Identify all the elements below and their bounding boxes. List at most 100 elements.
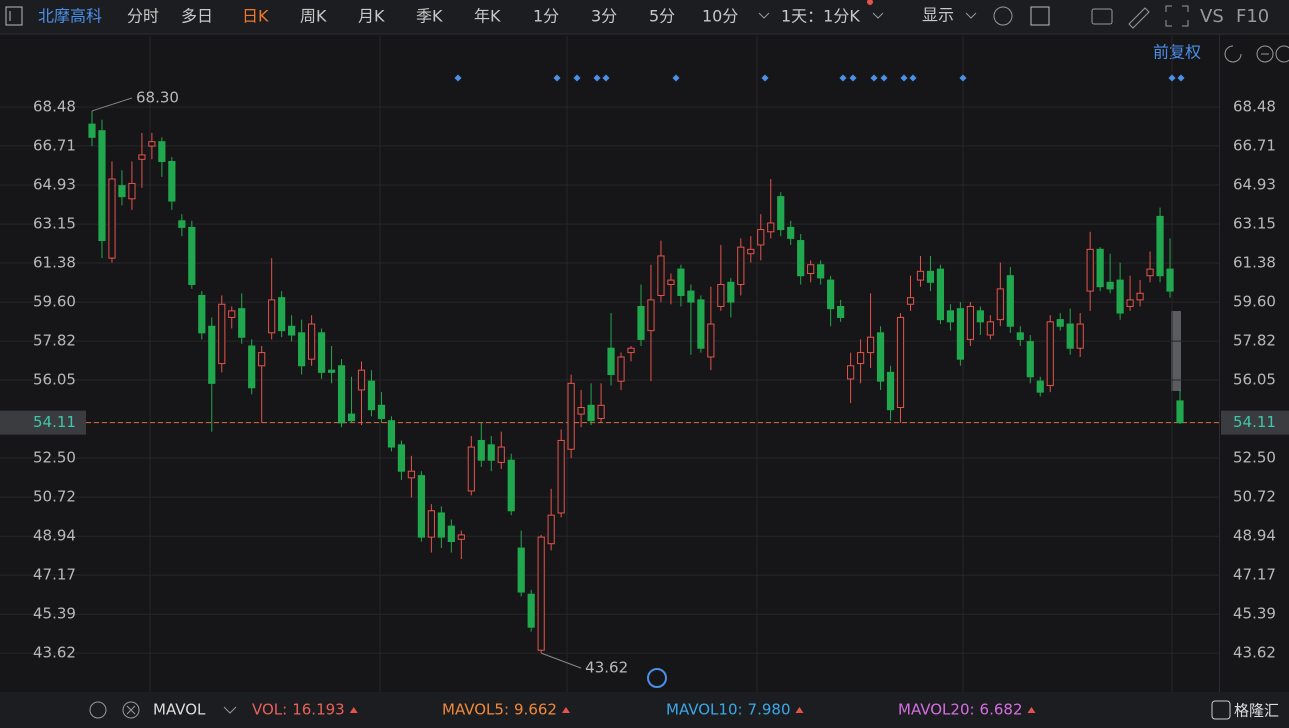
candle-body [677,268,685,296]
y-tick-label-right: 45.39 [1233,605,1276,623]
camera-icon[interactable] [1091,8,1113,25]
event-marker[interactable] [761,74,769,82]
candle-body [517,547,525,593]
chevron [872,12,884,19]
candle-body [1106,281,1114,290]
price-box [1221,410,1289,435]
candle-body [447,525,455,543]
zoom-in[interactable] [1275,45,1289,63]
chevron [758,12,770,19]
search-icon[interactable] [647,668,667,688]
y-tick-label: 64.93 [33,175,76,193]
settings-icon[interactable] [89,701,107,719]
fullscreen-icon[interactable] [1165,5,1189,27]
candle-body [647,299,655,332]
y-tick-label-right: 57.82 [1233,332,1276,350]
period-tab[interactable]: 5分 [649,7,675,26]
adjust-label[interactable]: 前复权 [1153,43,1201,62]
candle-body [158,141,166,162]
candle-body [497,446,505,463]
event-marker[interactable] [839,74,847,82]
event-marker[interactable] [593,74,601,82]
y-tick-label-right: 52.50 [1233,449,1276,467]
stock-name[interactable]: 北摩高科 [38,7,102,26]
event-marker[interactable] [880,74,888,82]
period-tab[interactable]: 年K [474,7,501,26]
candle-body [906,297,915,305]
candle-body [547,514,555,545]
period-tab[interactable]: 周K [300,7,327,26]
display[interactable]: 显示 [922,6,954,25]
event-marker[interactable] [553,74,561,82]
candle-body [1166,268,1174,292]
indicator-name[interactable]: MAVOL [153,701,206,719]
event-marker[interactable] [870,74,878,82]
trend-arrow [1027,707,1036,713]
candle-body [108,178,116,259]
vs[interactable]: VS [1200,6,1224,27]
candle-body [837,305,845,318]
indicator-name: VOL: [252,701,287,719]
period-tab[interactable]: 1分 [533,7,559,26]
candle-body [567,382,575,450]
candle-body [597,404,605,419]
candle-body [1026,341,1034,378]
period-tab[interactable]: 3分 [591,7,617,26]
y-tick-label-right: 59.60 [1233,293,1276,311]
menu-icon[interactable] [5,6,23,26]
candle-body [1096,248,1104,288]
y-tick-label-right: 48.94 [1233,527,1276,545]
candle-body [427,510,435,538]
candle-body [956,308,964,360]
event-marker[interactable] [672,74,680,82]
settings-icon[interactable] [993,6,1013,26]
period-tab[interactable]: 10分 [702,7,738,26]
period-tab[interactable]: 月K [358,7,385,26]
y-tick-label-right: 50.72 [1233,488,1276,506]
candle-body [308,323,316,360]
period-tab[interactable]: 分时 [127,7,159,26]
y-tick-label: 47.17 [33,566,76,584]
candle-body [986,321,994,336]
indicator-dropdown[interactable] [223,706,237,714]
candle-body [507,459,515,512]
period-tab[interactable]: 日K [242,7,269,26]
candle-body [797,240,805,277]
candle-body [417,475,425,538]
event-marker[interactable] [909,74,917,82]
toolbar [0,0,1289,34]
candle-body [238,308,246,338]
close-cross [126,705,136,715]
reset-icon[interactable] [1224,45,1242,63]
event-marker[interactable] [573,74,581,82]
pen-icon[interactable] [1128,7,1150,29]
candle-body [317,332,326,373]
y-tick-label: 52.50 [33,449,76,467]
y-tick-label-right: 64.93 [1233,175,1276,193]
high-mark-label: 68.30 [136,88,179,106]
interval[interactable]: 1天：1分K [781,7,860,26]
close-icon[interactable] [122,701,140,719]
trend-arrow [561,707,570,713]
period-tab[interactable]: 多日 [181,7,213,26]
candle-body [98,130,106,242]
candle-body [1046,321,1054,387]
candle-body [747,248,755,255]
candle-body [457,534,465,540]
candle-body [637,305,645,340]
axis-divider [1219,34,1220,692]
event-marker[interactable] [454,74,462,82]
candle-body [367,380,376,411]
event-marker[interactable] [900,74,908,82]
event-marker[interactable] [602,74,610,82]
candle-body [946,310,955,323]
zoom-out[interactable] [1256,45,1274,63]
period-tab[interactable]: 季K [416,7,443,26]
indicator-name: MAVOL20: [898,701,975,719]
event-marker[interactable] [959,74,967,82]
f10[interactable]: F10 [1236,6,1269,27]
event-marker[interactable] [849,74,857,82]
candle-body [258,352,266,367]
box-icon[interactable] [1030,6,1050,26]
